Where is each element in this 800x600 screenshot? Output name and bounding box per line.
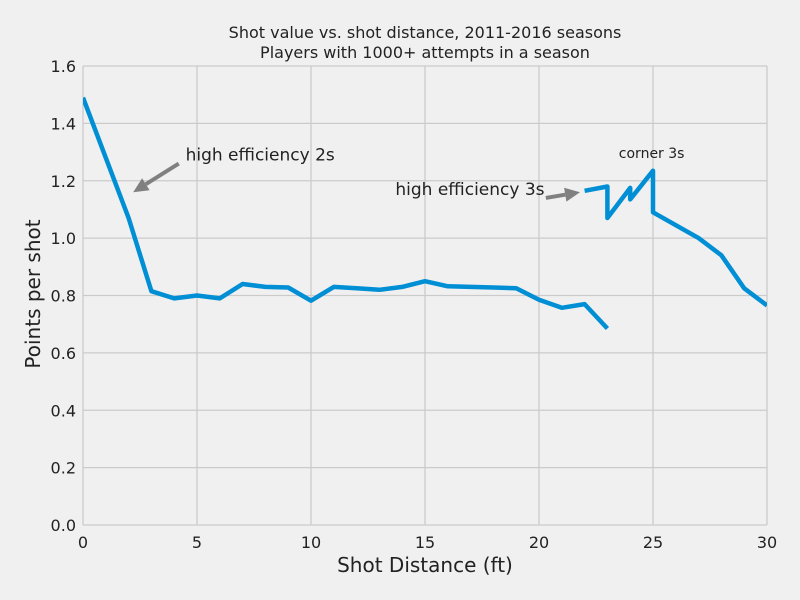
annotation-arrowhead (133, 178, 150, 193)
annotation-corner-3s: corner 3s (619, 146, 685, 162)
y-tick-label: 0.6 (51, 344, 76, 363)
x-tick-label: 0 (78, 533, 88, 552)
y-tick-label: 0.8 (51, 287, 76, 306)
series-line-two-pointers (83, 96, 610, 331)
y-tick-label: 1.0 (51, 229, 76, 248)
chart-title: Shot value vs. shot distance, 2011-2016 … (229, 23, 622, 42)
y-tick-label: 1.6 (51, 57, 76, 76)
y-tick-label: 0.2 (51, 459, 76, 478)
annotation-arrow (144, 161, 180, 186)
annotation-arrowhead (564, 187, 580, 202)
tick-labels: 0 5 10 15 20 25 30 0.0 0.2 0.4 0.6 0.8 1.0 1.2 1.4 1.6 (51, 57, 778, 552)
series-line-three-pointers (584, 168, 767, 308)
series (83, 96, 767, 331)
y-tick-label: 0.4 (51, 401, 76, 420)
y-tick-label: 0.0 (51, 516, 76, 535)
y-axis-label: Points per shot (21, 219, 45, 368)
x-tick-label: 25 (643, 533, 663, 552)
y-tick-label: 1.2 (51, 172, 76, 191)
x-tick-label: 15 (415, 533, 435, 552)
annotation-high-efficiency-2s: high efficiency 2s (186, 146, 335, 166)
x-tick-label: 5 (192, 533, 202, 552)
x-tick-label: 10 (301, 533, 321, 552)
annotation-arrow (545, 192, 566, 200)
x-axis-label: Shot Distance (ft) (337, 553, 513, 577)
x-tick-label: 30 (757, 533, 777, 552)
chart-subtitle: Players with 1000+ attempts in a season (260, 43, 590, 62)
x-tick-label: 20 (529, 533, 549, 552)
y-tick-label: 1.4 (51, 114, 76, 133)
annotations: high efficiency 2s high efficiency 3s corn… (133, 146, 684, 202)
annotation-high-efficiency-3s: high efficiency 3s (395, 180, 544, 200)
